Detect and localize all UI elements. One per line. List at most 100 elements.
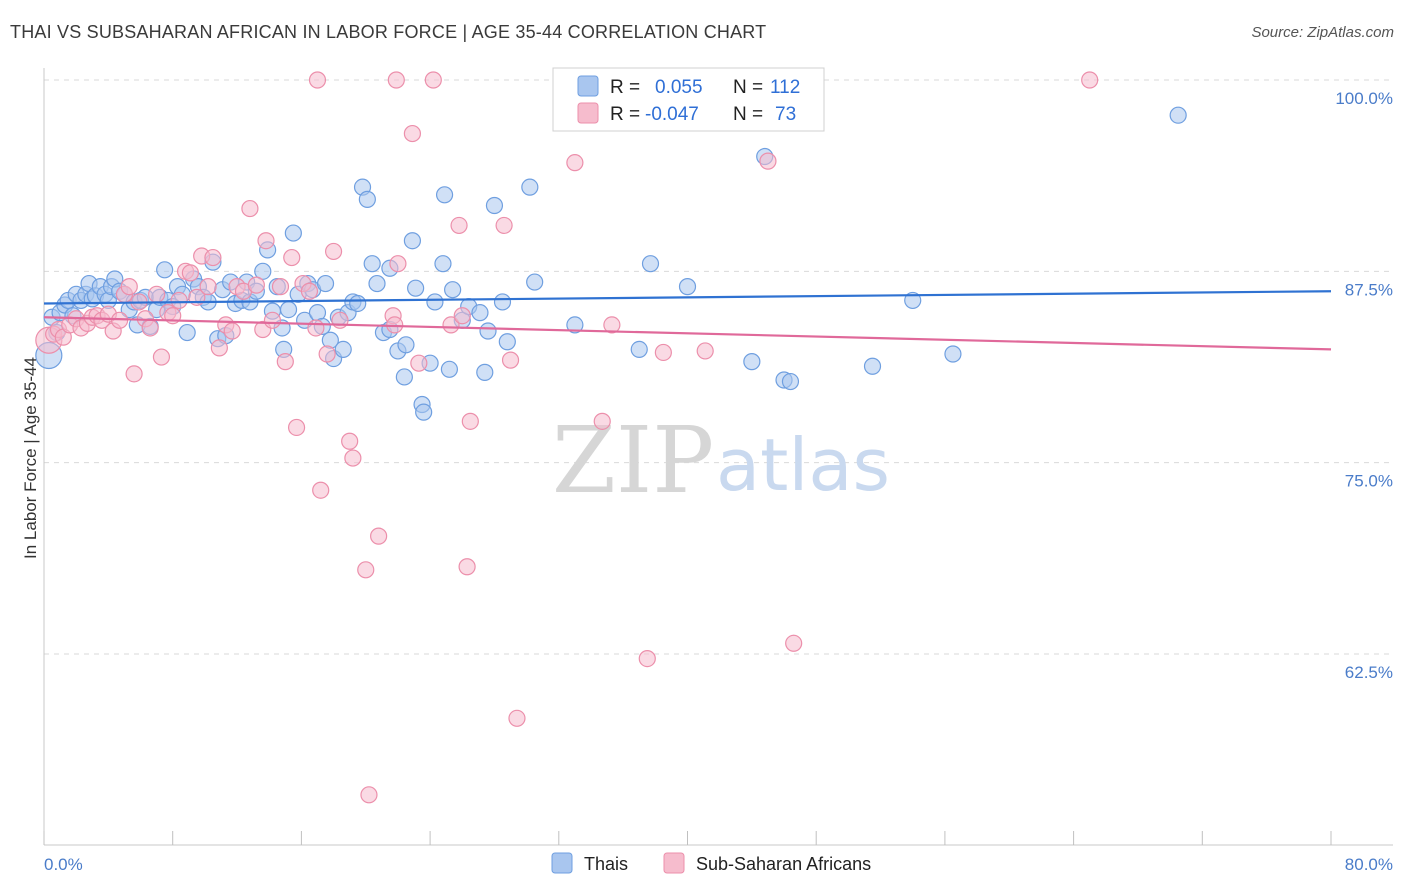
subsaharan-point [357,561,375,579]
thais-point [316,274,335,293]
subsaharan-point [148,285,166,303]
thais-point [1169,106,1187,124]
thais-point [904,291,922,310]
thais-point [403,232,422,250]
thais-point [426,293,444,311]
subsaharan-point [307,319,325,337]
subsaharan-point [403,124,422,143]
subsaharan-point [389,255,407,273]
subsaharan-point [263,311,282,329]
thais-point [178,323,196,342]
subsaharan-point [308,71,327,89]
legend-r-value-2: -0.047 [645,104,699,125]
thais-point [435,186,454,204]
subsaharan-point [508,709,526,727]
thais-point [434,255,452,273]
subsaharan-point [360,786,378,804]
subsaharan-point [458,558,476,576]
subsaharan-point [603,316,621,334]
subsaharan-point [331,311,349,329]
subsaharan-point [759,152,777,170]
subsaharan-point [276,353,294,371]
y-tick-label: 100.0% [1335,89,1393,108]
thais-point [476,363,494,381]
legend-r-label-1: R = [610,77,640,98]
legend-n-value-2: 73 [775,104,796,125]
subsaharan-point [1081,71,1099,89]
watermark-zip: ZIP [552,407,714,514]
thais-point [349,294,367,313]
thais-point [498,333,516,351]
subsaharan-point [501,351,520,369]
subsaharan-point [461,412,479,430]
subsaharan-point [566,154,584,172]
subsaharan-point [453,307,471,325]
subsaharan-point [312,481,330,499]
subsaharan-point [341,432,359,450]
subsaharan-point [387,71,405,89]
legend-r-value-1: 0.055 [655,77,703,98]
subsaharan-point [495,216,513,235]
subsaharan-point [271,278,290,296]
subsaharan-point [125,365,143,383]
thais-point [479,322,497,340]
y-tick-label: 62.5% [1345,663,1393,682]
subsaharan-point [152,348,171,366]
subsaharan-point [638,649,656,668]
watermark-atlas: atlas [716,423,890,507]
subsaharan-point [120,278,138,296]
subsaharan-point [247,276,265,294]
y-tick-label: 75.0% [1345,472,1393,491]
subsaharan-point [283,248,301,267]
subsaharan-point [141,319,159,337]
y-tick-label: 87.5% [1345,280,1393,299]
ticks-layer: 100.0% 87.5% 75.0% 62.5% 0.0% 80.0% [44,89,1393,874]
bottom-legend-label-thais: Thais [584,854,628,874]
thais-point [526,273,544,291]
subsaharan-point [593,412,611,430]
subsaharan-point [287,418,306,437]
thais-point [493,293,512,311]
subsaharan-point [300,282,319,300]
thais-point [358,190,376,208]
thais-point [254,262,272,280]
chart-title: THAI VS SUBSAHARAN AFRICAN IN LABOR FORC… [10,22,767,42]
subsaharan-point [210,339,228,357]
points-layer [35,71,1187,804]
thais-point [521,178,539,196]
thais-point [678,278,697,296]
subsaharan-point [696,342,714,360]
thais-point [279,301,298,319]
thais-point [395,368,413,386]
legend-swatch-thais [577,75,599,97]
thais-point [415,403,433,421]
thais-point [863,357,882,375]
thais-point [397,336,415,354]
bottom-legend-swatch-subsaharan [663,852,685,874]
thais-point [440,360,459,378]
subsaharan-point [410,354,428,372]
thais-point [471,304,489,322]
subsaharan-trend-line [43,316,1332,351]
legend-n-label-1: N = [733,77,763,98]
thais-point [641,255,660,273]
subsaharan-point [785,634,803,652]
subsaharan-point [257,232,275,250]
watermark: ZIP atlas [552,407,890,514]
thais-point [485,196,504,215]
subsaharan-point [241,199,259,218]
thais-point [156,261,174,279]
subsaharan-point [450,216,468,235]
thais-point [630,340,648,358]
thais-trend-line [43,290,1332,305]
series-legend: Thais Sub-Saharan Africans [551,852,871,874]
thais-point [363,255,381,273]
axes-layer [43,68,1393,846]
subsaharan-point [170,291,188,310]
thais-point [944,345,962,363]
subsaharan-point [223,322,241,340]
legend-n-label-2: N = [733,104,763,125]
subsaharan-point [442,316,460,334]
x-tick-label: 80.0% [1345,855,1393,874]
